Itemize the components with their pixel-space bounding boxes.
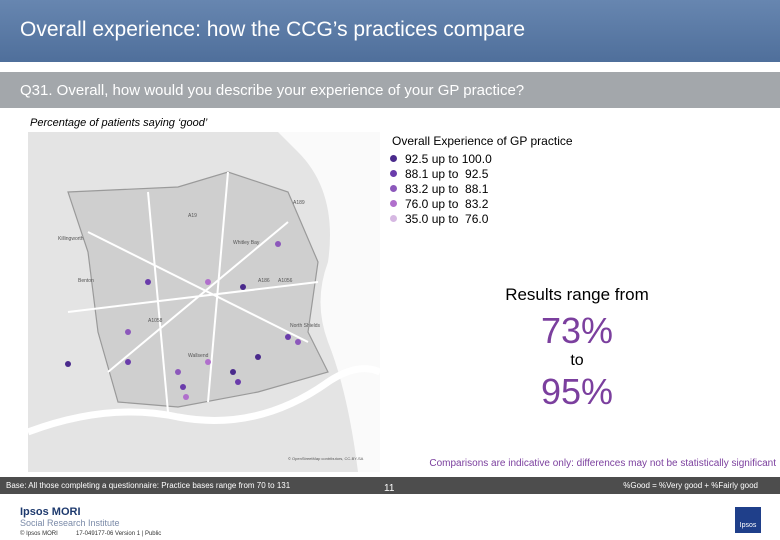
map-label: A1058 (148, 318, 163, 324)
map-label: Benton (78, 278, 94, 284)
sea (278, 132, 380, 472)
reference: 17-049177-06 Version 1 | Public (76, 531, 162, 537)
slide-title: Overall experience: how the CCG’s practi… (20, 18, 525, 41)
legend-item: 92.5 up to 100.0 (390, 151, 492, 166)
results-intro: Results range from (505, 285, 649, 304)
map-label: A189 (293, 200, 305, 206)
legend-swatch (390, 200, 397, 207)
legend: 92.5 up to 100.0 88.1 up to 92.5 83.2 up t… (390, 151, 492, 226)
page-number: 11 (384, 483, 395, 494)
legend-label: 92.5 up to 100.0 (405, 151, 492, 166)
institute: Social Research Institute (20, 518, 120, 528)
legend-swatch (390, 170, 397, 177)
results-low: 73% (540, 310, 614, 351)
logo: Ipsos MORI (20, 506, 81, 518)
map-attribution: © OpenStreetMap contributors, CC-BY-SA (288, 456, 364, 461)
question: Q31. Overall, how would you describe you… (20, 82, 525, 99)
map-label: North Shields (290, 323, 321, 329)
legend-item: 35.0 up to 76.0 (390, 211, 492, 226)
subtitle: Percentage of patients saying ‘good’ (30, 117, 208, 129)
map-label: A19 (188, 213, 197, 219)
question-bar (0, 72, 780, 108)
copyright: © Ipsos MORI (20, 531, 58, 537)
legend-swatch (390, 155, 397, 162)
practice-markers (65, 241, 301, 400)
ipsos-badge (735, 507, 761, 533)
legend-swatch (390, 185, 397, 192)
results-to: to (570, 352, 584, 369)
map-label: Wallsend (188, 353, 209, 359)
river (28, 365, 380, 436)
roads (67, 171, 319, 413)
legend-label: 83.2 up to 88.1 (405, 181, 489, 196)
legend-label: 76.0 up to 83.2 (405, 196, 489, 211)
results-high: 95% (540, 371, 614, 412)
comparison-note: Comparisons are indicative only: differe… (429, 458, 776, 469)
ipsos-badge-text: Ipsos (739, 522, 757, 529)
map-label: Whitley Bay (233, 240, 260, 246)
legend-title: Overall Experience of GP practice (392, 134, 573, 148)
map-label: A186 (258, 278, 270, 284)
legend-item: 76.0 up to 83.2 (390, 196, 492, 211)
map-label: A1056 (278, 278, 293, 284)
legend-label: 35.0 up to 76.0 (405, 211, 489, 226)
base-text: Base: All those completing a questionnai… (6, 481, 291, 490)
legend-swatch (390, 215, 397, 222)
map-label: Killingworth (58, 236, 84, 242)
title-bar (0, 0, 780, 62)
base-bar (0, 477, 780, 494)
legend-item: 83.2 up to 88.1 (390, 181, 492, 196)
definition-text: %Good = %Very good + %Fairly good (623, 481, 758, 490)
map: Killingworth Whitley Bay Benton Wallsend Nor… (28, 132, 380, 472)
legend-item: 88.1 up to 92.5 (390, 166, 492, 181)
legend-label: 88.1 up to 92.5 (405, 166, 489, 181)
